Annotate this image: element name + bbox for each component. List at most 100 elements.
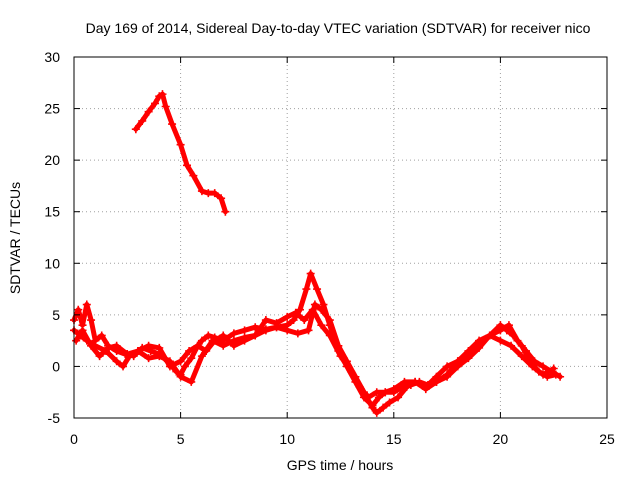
x-tick-label: 5 bbox=[177, 431, 185, 447]
data-point bbox=[475, 343, 484, 352]
data-point bbox=[411, 377, 420, 386]
data-point bbox=[453, 362, 462, 371]
data-point bbox=[319, 300, 328, 309]
data-point bbox=[313, 285, 322, 294]
data-point bbox=[123, 350, 132, 359]
data-point bbox=[347, 367, 356, 376]
data-point bbox=[161, 102, 170, 111]
data-point bbox=[464, 346, 473, 355]
data-point bbox=[379, 403, 388, 412]
data-point bbox=[197, 352, 206, 361]
data-point bbox=[381, 388, 390, 397]
data-point bbox=[372, 388, 381, 397]
data-point bbox=[168, 120, 177, 129]
chart-title: Day 169 of 2014, Sidereal Day-to-day VTE… bbox=[86, 20, 591, 36]
data-point bbox=[187, 354, 196, 363]
data-point bbox=[217, 194, 226, 203]
data-point bbox=[72, 336, 81, 345]
data-point bbox=[421, 385, 430, 394]
data-point bbox=[507, 341, 516, 350]
y-tick-label: 0 bbox=[52, 358, 60, 374]
data-point bbox=[443, 372, 452, 381]
data-point bbox=[372, 408, 381, 417]
grid-lines bbox=[74, 57, 607, 418]
data-point bbox=[158, 90, 167, 99]
data-point bbox=[251, 331, 260, 340]
data-point bbox=[229, 341, 238, 350]
series-line bbox=[73, 307, 557, 400]
data-point bbox=[219, 341, 228, 350]
data-point bbox=[325, 331, 334, 340]
data-point bbox=[97, 331, 106, 340]
data-point bbox=[144, 354, 153, 363]
x-tick-label: 0 bbox=[70, 431, 78, 447]
data-point bbox=[443, 362, 452, 371]
data-point bbox=[530, 357, 539, 366]
data-point bbox=[87, 316, 96, 325]
y-axis-label: SDTVAR / TECUs bbox=[7, 182, 23, 294]
data-point bbox=[300, 316, 309, 325]
data-point bbox=[385, 398, 394, 407]
y-tick-label: 20 bbox=[44, 152, 60, 168]
data-series bbox=[70, 90, 565, 417]
data-point bbox=[176, 357, 185, 366]
data-point bbox=[464, 354, 473, 363]
data-point bbox=[556, 372, 565, 381]
data-point bbox=[528, 362, 537, 371]
data-point bbox=[176, 140, 185, 149]
data-point bbox=[539, 362, 548, 371]
data-point bbox=[394, 393, 403, 402]
plot-frame bbox=[73, 56, 608, 419]
axis-ticks bbox=[73, 56, 608, 419]
data-point bbox=[310, 300, 319, 309]
data-point bbox=[521, 346, 530, 355]
data-point bbox=[138, 116, 147, 125]
data-point bbox=[355, 383, 364, 392]
data-point bbox=[74, 305, 83, 314]
data-point bbox=[131, 125, 140, 134]
data-point bbox=[517, 352, 526, 361]
data-point bbox=[151, 99, 160, 108]
data-point bbox=[189, 171, 198, 180]
data-point bbox=[317, 305, 326, 314]
data-point bbox=[306, 269, 315, 278]
data-point bbox=[221, 207, 230, 216]
data-point bbox=[240, 336, 249, 345]
y-tick-label: -5 bbox=[48, 410, 61, 426]
data-point bbox=[95, 352, 104, 361]
data-point bbox=[185, 346, 194, 355]
y-tick-label: 25 bbox=[44, 101, 60, 117]
data-point bbox=[219, 331, 228, 340]
data-point bbox=[112, 341, 121, 350]
data-point bbox=[272, 319, 281, 328]
data-point bbox=[291, 308, 300, 317]
data-point bbox=[144, 341, 153, 350]
data-point bbox=[364, 393, 373, 402]
series-line bbox=[71, 302, 563, 416]
data-point bbox=[155, 343, 164, 352]
data-point bbox=[261, 326, 270, 335]
data-point bbox=[104, 343, 113, 352]
data-point bbox=[496, 326, 505, 335]
data-point bbox=[197, 336, 206, 345]
data-point bbox=[302, 285, 311, 294]
data-point bbox=[112, 357, 121, 366]
data-point bbox=[504, 321, 513, 330]
data-point bbox=[87, 341, 96, 350]
series-1 bbox=[131, 90, 230, 216]
y-tick-label: 10 bbox=[44, 255, 60, 271]
data-point bbox=[144, 107, 153, 116]
data-point bbox=[176, 372, 185, 381]
x-tick-label: 20 bbox=[493, 431, 509, 447]
data-point bbox=[325, 316, 334, 325]
data-point bbox=[283, 326, 292, 335]
data-point bbox=[165, 362, 174, 371]
y-tick-labels: -5 0 5 10 15 20 25 30 bbox=[44, 49, 60, 426]
data-point bbox=[261, 316, 270, 325]
data-point bbox=[374, 393, 383, 402]
y-tick-label: 30 bbox=[44, 49, 60, 65]
data-point bbox=[78, 326, 87, 335]
data-point bbox=[336, 352, 345, 361]
data-point bbox=[229, 329, 238, 338]
